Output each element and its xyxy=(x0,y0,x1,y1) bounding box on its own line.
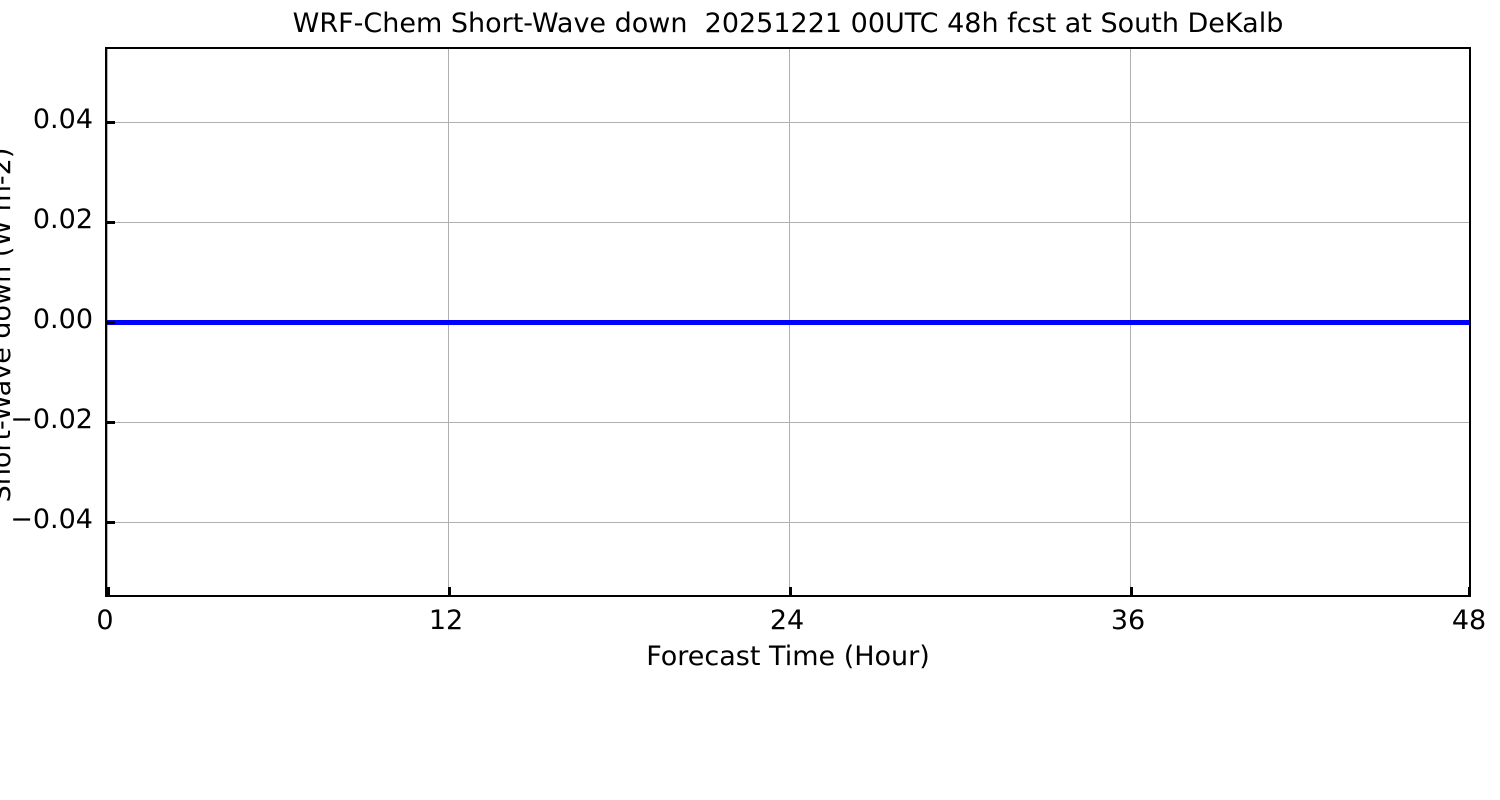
plot-area xyxy=(105,47,1471,597)
gridline-horizontal-004 xyxy=(107,122,1469,123)
ytick-label-004: 0.04 xyxy=(32,104,93,135)
xtick-mark-12 xyxy=(448,587,451,595)
ytick-label-n002: −0.02 xyxy=(10,404,93,435)
xtick-label-12: 12 xyxy=(428,605,464,636)
data-series-short-wave-down xyxy=(107,320,1469,325)
xtick-mark-0 xyxy=(107,587,110,595)
gridline-horizontal-n004 xyxy=(107,522,1469,523)
yaxis-tick-labels: 0.04 0.02 0.00 −0.02 −0.04 xyxy=(0,47,93,597)
chart-title: WRF-Chem Short-Wave down 20251221 00UTC … xyxy=(292,8,1284,39)
yaxis-label: Short-Wave down (W m-2) xyxy=(0,147,17,503)
xtick-mark-36 xyxy=(1130,587,1133,595)
gridline-horizontal-n002 xyxy=(107,422,1469,423)
gridline-horizontal-002 xyxy=(107,222,1469,223)
xtick-label-24: 24 xyxy=(769,605,805,636)
ytick-mark-002 xyxy=(107,221,115,224)
ytick-mark-004 xyxy=(107,121,115,124)
xtick-label-36: 36 xyxy=(1110,605,1146,636)
xtick-label-48: 48 xyxy=(1451,605,1487,636)
ytick-label-000: 0.00 xyxy=(32,304,93,335)
xtick-mark-24 xyxy=(789,587,792,595)
ytick-label-002: 0.02 xyxy=(32,204,93,235)
xtick-label-0: 0 xyxy=(96,605,114,636)
ytick-label-n004: −0.04 xyxy=(10,504,93,535)
xaxis-label: Forecast Time (Hour) xyxy=(646,641,930,672)
xtick-mark-48 xyxy=(1468,587,1469,595)
xaxis-tick-labels: 0 12 24 36 48 xyxy=(96,605,1486,640)
ytick-mark-n004 xyxy=(107,521,115,524)
ytick-mark-000 xyxy=(107,321,115,324)
ytick-mark-n002 xyxy=(107,421,115,424)
